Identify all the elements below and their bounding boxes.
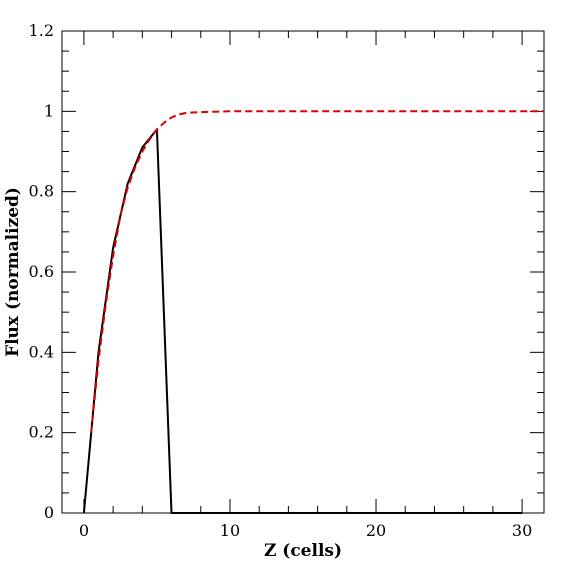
axis-ticks [62,30,544,514]
y-tick-label: 0.8 [29,182,54,201]
y-tick-label: 0 [44,503,54,522]
x-tick-label: 20 [366,521,386,540]
y-tick-label: 0.4 [29,342,54,361]
y-tick-label: 1 [44,101,54,120]
flux-series-dashed [90,110,544,433]
tick-labels: 0 10 20 30 0 0.2 0.4 0.6 0.8 1 1.2 [29,21,533,540]
y-tick-label: 1.2 [29,21,54,40]
x-tick-label: 10 [220,521,240,540]
plot-frame [61,30,545,514]
series-layer [82,110,544,514]
y-axis-label: Flux (normalized) [3,187,23,357]
x-axis-label: Z (cells) [264,541,342,561]
y-tick-label: 0.6 [29,262,54,281]
y-tick-label: 0.2 [29,423,54,442]
flux-series-solid [82,128,523,514]
x-tick-label: 30 [512,521,532,540]
x-tick-label: 0 [79,521,89,540]
